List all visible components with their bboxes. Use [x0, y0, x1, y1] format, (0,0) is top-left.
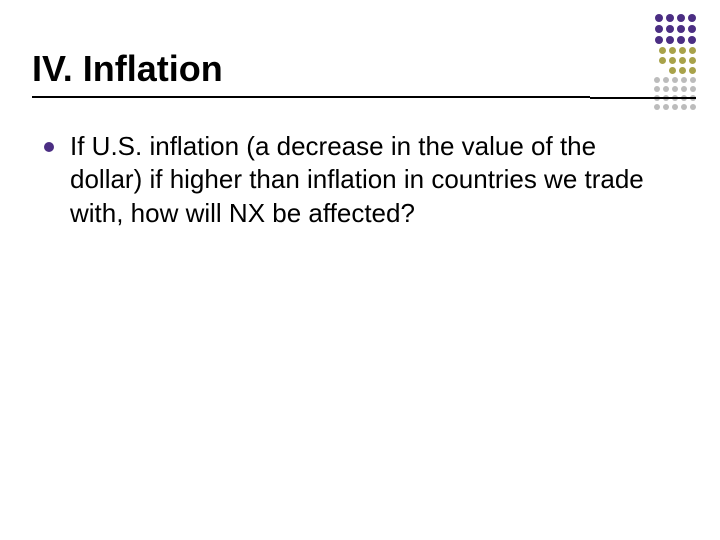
dot-row [654, 86, 696, 92]
dot-icon [654, 86, 660, 92]
dot-row [654, 14, 696, 22]
dot-row [654, 77, 696, 83]
dot-icon [655, 14, 663, 22]
corner-decoration [654, 14, 696, 110]
dot-icon [669, 67, 676, 74]
title-container: IV. Inflation [32, 48, 590, 98]
dot-icon [666, 36, 674, 44]
bullet-item: If U.S. inflation (a decrease in the val… [44, 130, 660, 230]
dot-icon [689, 57, 696, 64]
dot-icon [654, 104, 660, 110]
bullet-text: If U.S. inflation (a decrease in the val… [70, 130, 660, 230]
dot-icon [677, 25, 685, 33]
dot-icon [669, 47, 676, 54]
dot-icon [677, 36, 685, 44]
dot-icon [690, 77, 696, 83]
dot-icon [688, 36, 696, 44]
dot-icon [654, 77, 660, 83]
bullet-marker-icon [44, 142, 54, 152]
dot-icon [688, 25, 696, 33]
slide: IV. Inflation If U.S. inflation (a decre… [0, 0, 720, 540]
slide-body: If U.S. inflation (a decrease in the val… [44, 130, 660, 230]
dot-icon [669, 57, 676, 64]
dot-icon [663, 77, 669, 83]
dot-icon [672, 86, 678, 92]
dot-icon [663, 104, 669, 110]
dot-icon [679, 57, 686, 64]
dot-icon [681, 104, 687, 110]
dot-row [654, 104, 696, 110]
dot-row [654, 25, 696, 33]
dot-icon [666, 25, 674, 33]
dot-icon [672, 104, 678, 110]
dot-icon [677, 14, 685, 22]
dot-icon [672, 77, 678, 83]
dot-row [654, 47, 696, 54]
dot-icon [689, 67, 696, 74]
dot-icon [690, 86, 696, 92]
dot-icon [663, 86, 669, 92]
dot-row [654, 57, 696, 64]
dot-icon [655, 25, 663, 33]
dot-icon [666, 14, 674, 22]
dot-icon [688, 14, 696, 22]
dot-icon [659, 57, 666, 64]
title-rule-extension [590, 97, 696, 99]
dot-icon [690, 104, 696, 110]
dot-icon [659, 47, 666, 54]
dot-icon [655, 36, 663, 44]
dot-icon [679, 67, 686, 74]
dot-row [654, 67, 696, 74]
dot-row [654, 36, 696, 44]
slide-title: IV. Inflation [32, 48, 590, 90]
dot-icon [681, 77, 687, 83]
dot-icon [679, 47, 686, 54]
dot-icon [689, 47, 696, 54]
dot-icon [681, 86, 687, 92]
